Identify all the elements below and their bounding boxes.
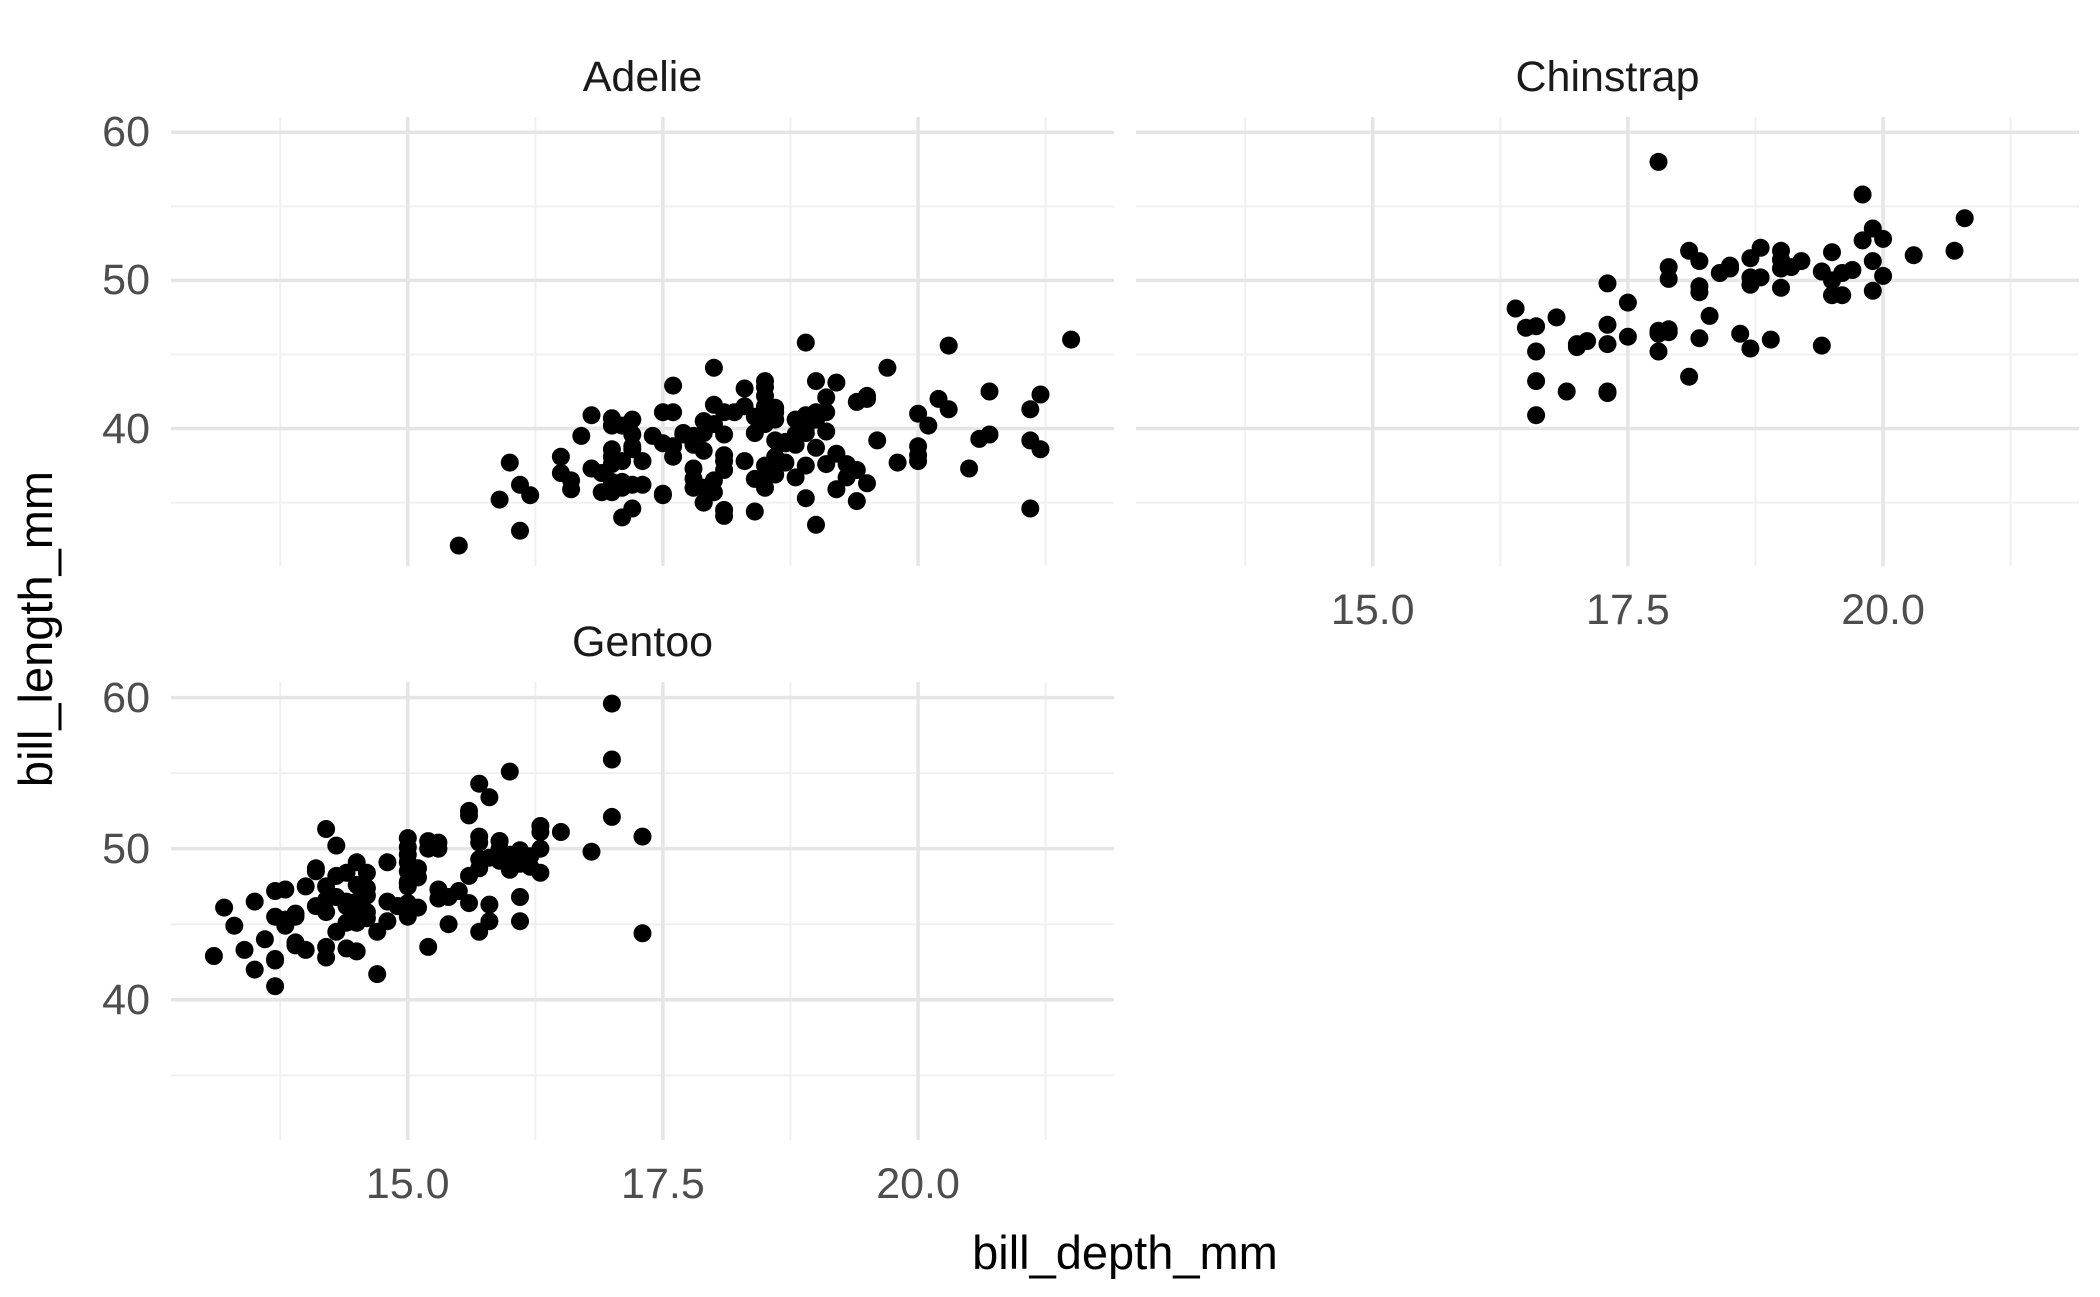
- facet-gentoo: Gentoo: [171, 618, 1114, 1140]
- facet-title-gentoo: Gentoo: [571, 618, 714, 666]
- data-points: [1506, 152, 1974, 425]
- x-tick-label: 17.5: [621, 1160, 705, 1208]
- y-tick-label: 40: [102, 975, 150, 1024]
- chinstrap-plot-area: [1136, 117, 2079, 566]
- facet-title-adelie: Adelie: [582, 53, 703, 101]
- gentoo-plot-area: [171, 682, 1114, 1140]
- x-axis-title: bill_depth_mm: [972, 1226, 1278, 1279]
- x-tick-label: 20.0: [1841, 586, 1925, 634]
- x-tick-label: 17.5: [1586, 586, 1670, 634]
- x-tick-label: 15.0: [1330, 586, 1415, 634]
- gridlines-minor: [171, 117, 1114, 566]
- y-tick-label: 50: [102, 824, 150, 873]
- y-tick-label: 40: [102, 404, 150, 453]
- y-tick-label: 60: [102, 108, 150, 157]
- gridlines-major: [171, 117, 1114, 566]
- y-tick-label: 50: [102, 256, 150, 305]
- facet-title-chinstrap: Chinstrap: [1515, 53, 1700, 101]
- facet-chinstrap: Chinstrap: [1136, 53, 2079, 566]
- adelie-plot-area: [171, 117, 1114, 566]
- y-tick-label: 60: [102, 673, 150, 722]
- x-tick-label: 15.0: [365, 1160, 450, 1208]
- x-tick-label: 20.0: [876, 1160, 960, 1208]
- data-points: [204, 694, 652, 996]
- data-points: [449, 330, 1081, 555]
- facet-adelie: Adelie: [171, 53, 1114, 566]
- gridlines-minor: [1136, 117, 2079, 566]
